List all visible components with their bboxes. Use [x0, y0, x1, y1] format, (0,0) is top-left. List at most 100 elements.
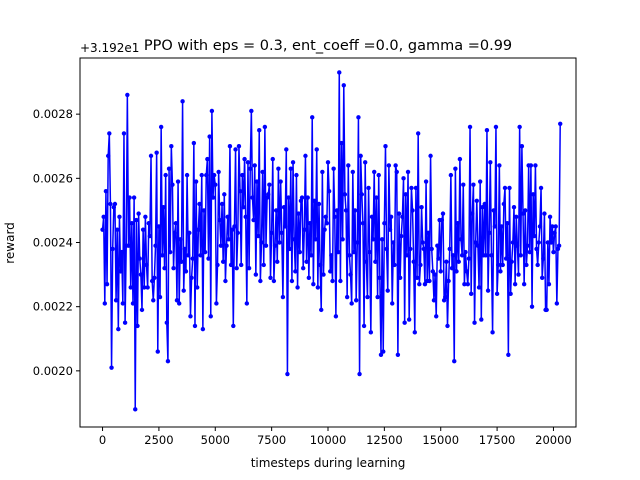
data-point: [253, 272, 259, 277]
data-point: [100, 227, 105, 232]
data-point: [480, 205, 485, 210]
data-point: [506, 352, 511, 357]
data-point: [329, 253, 334, 258]
data-point: [393, 163, 398, 168]
data-point: [231, 323, 236, 329]
data-point: [144, 262, 149, 268]
data-point: [473, 240, 478, 245]
data-point: [355, 240, 360, 245]
data-point: [326, 188, 332, 194]
data-point: [270, 156, 275, 162]
data-point: [475, 243, 481, 248]
data-point: [130, 301, 136, 306]
data-point: [417, 282, 422, 287]
data-point: [361, 323, 367, 329]
data-point: [375, 294, 380, 300]
data-point: [527, 249, 532, 255]
data-point: [304, 259, 309, 264]
data-point: [348, 272, 353, 277]
data-point: [275, 259, 280, 264]
data-point: [458, 237, 464, 242]
data-point: [113, 298, 119, 303]
data-point: [189, 275, 194, 280]
data-point: [482, 201, 487, 207]
data-point: [334, 208, 340, 213]
data-point: [535, 262, 540, 268]
y-axis-label: reward: [3, 222, 17, 264]
data-point: [367, 249, 372, 255]
data-point: [214, 301, 219, 306]
data-point: [187, 230, 192, 236]
data-point: [383, 144, 388, 149]
data-point: [343, 208, 349, 213]
data-point: [129, 221, 135, 226]
data-point: [286, 195, 291, 200]
data-point: [314, 147, 319, 152]
data-point: [169, 144, 174, 149]
data-point: [498, 269, 503, 274]
data-point: [290, 160, 296, 165]
data-point: [190, 256, 195, 261]
data-point: [444, 259, 449, 264]
data-point: [160, 253, 165, 258]
data-point: [427, 278, 432, 284]
data-point: [463, 249, 468, 255]
data-point: [226, 237, 231, 242]
data-point: [386, 163, 392, 168]
data-point: [537, 224, 543, 229]
data-point: [459, 253, 465, 258]
x-tick-label: 7500: [257, 433, 286, 447]
data-point: [235, 230, 241, 236]
data-point: [532, 233, 537, 239]
data-point: [115, 227, 120, 232]
data-point: [249, 108, 254, 114]
data-point: [533, 163, 538, 168]
data-point: [165, 359, 171, 364]
data-point: [465, 282, 470, 287]
y-tick-label: 0.0020: [33, 364, 73, 378]
data-point: [310, 115, 315, 120]
data-point: [280, 294, 286, 300]
data-point: [223, 278, 228, 284]
data-point: [523, 208, 528, 213]
data-point: [426, 230, 431, 236]
data-point: [232, 224, 237, 229]
data-point: [556, 243, 562, 248]
data-point: [547, 214, 553, 220]
data-point: [415, 131, 421, 136]
data-point: [372, 169, 377, 175]
data-point: [245, 160, 251, 165]
data-point: [191, 140, 197, 146]
data-point: [494, 291, 500, 297]
data-point: [121, 131, 127, 136]
data-point: [296, 211, 301, 216]
data-point: [243, 214, 248, 220]
data-point: [272, 243, 278, 248]
data-point: [193, 179, 199, 184]
data-point: [520, 211, 526, 216]
data-point: [248, 166, 253, 171]
data-point: [340, 237, 345, 242]
data-point: [502, 185, 508, 191]
data-point: [149, 278, 155, 284]
data-point: [328, 269, 333, 274]
data-point: [293, 269, 298, 274]
data-point: [448, 172, 454, 178]
data-point: [320, 169, 325, 175]
data-point: [118, 269, 123, 274]
data-point: [201, 208, 207, 213]
data-point: [516, 272, 521, 277]
data-point: [177, 301, 182, 306]
data-point: [263, 243, 269, 248]
data-point: [166, 166, 172, 171]
data-point: [337, 70, 342, 75]
data-point: [519, 144, 525, 149]
chart-title: PPO with eps = 0.3, ent_coeff =0.0, gamm…: [144, 38, 512, 54]
data-point: [356, 115, 361, 120]
data-point: [401, 176, 406, 181]
data-point: [528, 163, 534, 168]
data-point: [436, 256, 441, 261]
data-point: [234, 265, 239, 271]
data-point: [170, 182, 175, 187]
data-point: [307, 221, 313, 226]
